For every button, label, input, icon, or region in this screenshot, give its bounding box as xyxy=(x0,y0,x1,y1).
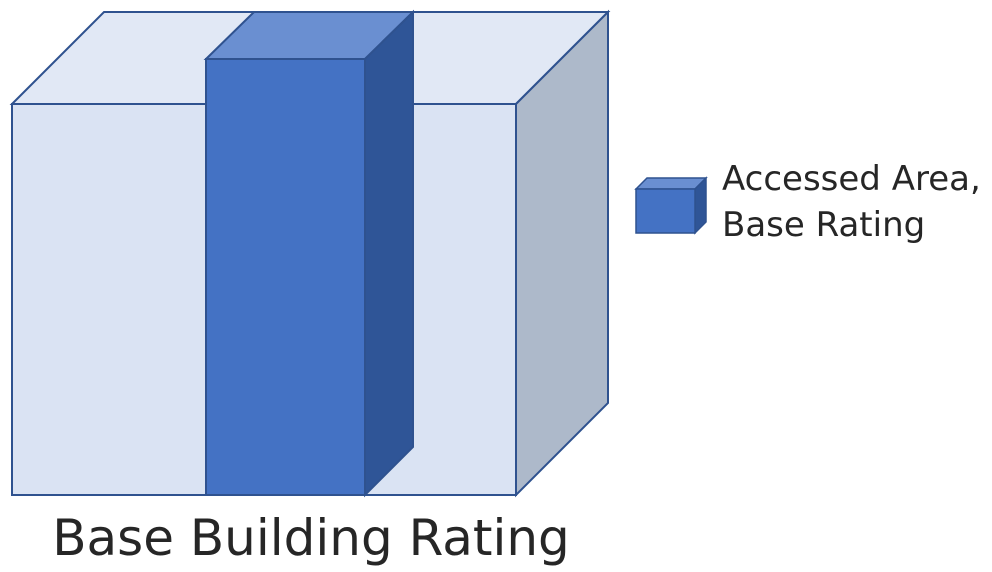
diagram-caption: Base Building Rating xyxy=(52,509,570,567)
column-side-face xyxy=(364,9,414,498)
column-front-face xyxy=(205,58,366,496)
legend-swatch-front xyxy=(635,188,696,234)
legend-swatch-top xyxy=(634,177,708,190)
legend-label: Accessed Area, Base Rating xyxy=(722,156,984,248)
legend-label-line1: Accessed Area, xyxy=(722,159,981,199)
accessed-area-column xyxy=(203,9,416,498)
legend-label-line2: Base Rating xyxy=(722,205,926,245)
legend-swatch xyxy=(634,176,708,235)
